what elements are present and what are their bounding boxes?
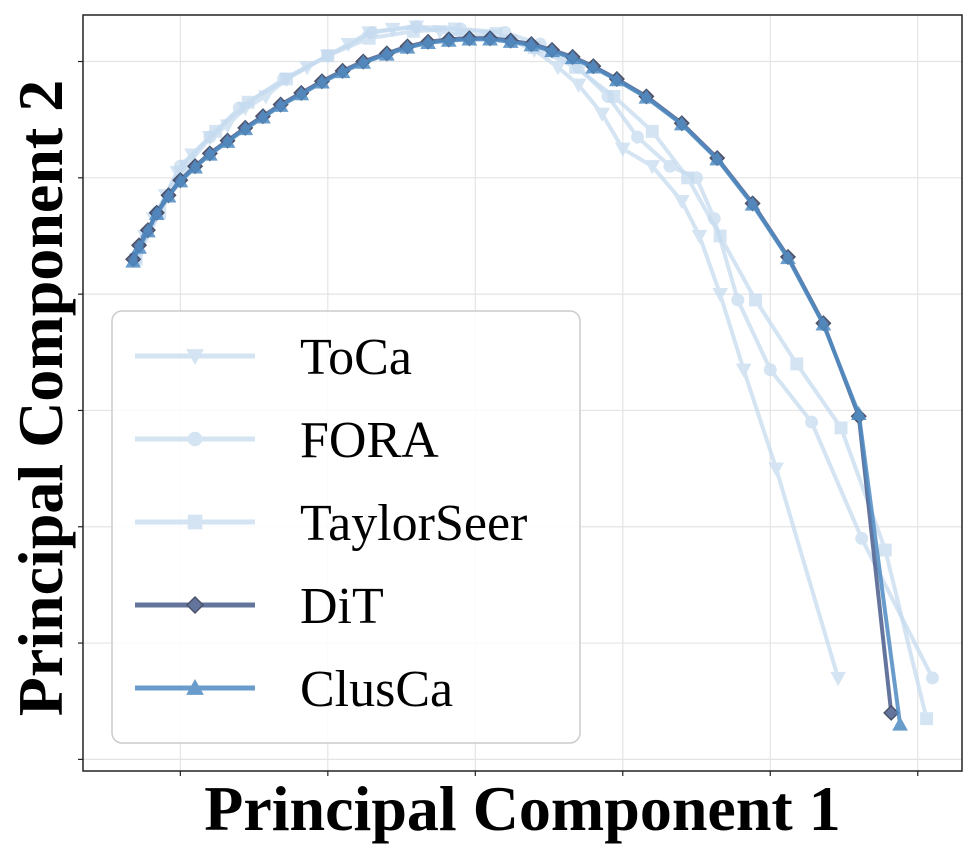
- data-point-toca: [644, 160, 661, 175]
- data-point-taylorseer: [607, 89, 621, 103]
- series-clusca: [125, 31, 908, 731]
- data-point-dit: [883, 704, 900, 721]
- data-point-taylorseer: [713, 229, 727, 243]
- data-point-clusca: [609, 72, 625, 87]
- data-point-taylorseer: [878, 543, 892, 557]
- data-point-fora: [926, 671, 939, 685]
- data-point-fora: [631, 130, 644, 144]
- data-point-clusca: [334, 63, 351, 79]
- data-point-clusca: [148, 205, 165, 220]
- data-point-toca: [594, 107, 610, 122]
- data-point-clusca: [892, 716, 908, 731]
- data-point-clusca: [314, 74, 330, 89]
- legend: ToCa FORA TaylorSeer DiT ClusCa: [111, 310, 581, 744]
- data-point-clusca: [461, 31, 478, 46]
- legend-marker-toca: [186, 349, 204, 366]
- legend-label-fora: FORA: [300, 412, 439, 469]
- data-point-taylorseer: [834, 421, 848, 435]
- data-point-taylorseer: [280, 72, 293, 86]
- legend-marker-clusca: [186, 678, 204, 695]
- y-axis-label: Principal Component 2: [5, 80, 76, 716]
- data-point-fora: [855, 531, 869, 545]
- data-point-clusca: [744, 196, 761, 211]
- data-point-fora: [763, 363, 777, 377]
- data-point-clusca: [440, 32, 457, 47]
- data-point-toca: [712, 288, 728, 303]
- data-point-clusca: [523, 37, 540, 52]
- data-point-taylorseer: [749, 293, 762, 307]
- data-point-clusca: [131, 239, 147, 254]
- legend-marker-dit: [185, 595, 205, 615]
- legend-marker-fora: [187, 431, 203, 447]
- data-point-clusca: [399, 39, 416, 54]
- data-point-clusca: [420, 34, 436, 50]
- data-point-clusca: [140, 223, 156, 238]
- series-layer: [125, 20, 939, 731]
- data-point-taylorseer: [241, 95, 255, 109]
- data-point-toca: [550, 61, 566, 76]
- series-taylorseer: [129, 22, 934, 726]
- legend-label-taylorseer: TaylorSeer: [300, 495, 527, 552]
- data-point-toca: [830, 671, 846, 686]
- data-point-taylorseer: [681, 171, 695, 185]
- data-point-clusca: [780, 250, 796, 265]
- data-point-clusca: [482, 31, 498, 46]
- data-point-clusca: [272, 97, 289, 112]
- data-point-taylorseer: [321, 49, 335, 63]
- data-point-taylorseer: [406, 24, 420, 38]
- data-point-taylorseer: [920, 712, 934, 726]
- data-point-toca: [691, 229, 708, 245]
- data-point-clusca: [187, 159, 203, 174]
- legend-label-clusca: ClusCa: [300, 661, 453, 718]
- data-point-taylorseer: [209, 124, 223, 138]
- data-point-fora: [805, 415, 819, 429]
- data-point-clusca: [673, 116, 690, 131]
- legend-item-toca: [135, 349, 255, 366]
- legend-item-fora: [135, 431, 255, 447]
- data-point-clusca: [709, 151, 726, 166]
- legend-marker-taylorseer: [187, 514, 203, 530]
- data-point-clusca: [172, 173, 189, 188]
- data-point-fora: [663, 159, 677, 173]
- data-point-clusca: [850, 405, 867, 421]
- axes-frame: [82, 14, 963, 772]
- data-point-taylorseer: [645, 124, 659, 138]
- data-point-clusca: [219, 133, 236, 148]
- data-point-clusca: [564, 50, 581, 65]
- data-point-clusca: [544, 43, 560, 58]
- data-point-clusca: [638, 89, 655, 104]
- legend-item-dit: [135, 595, 255, 615]
- data-point-clusca: [293, 86, 310, 101]
- data-point-fora: [731, 293, 745, 307]
- legend-label-toca: ToCa: [300, 329, 412, 386]
- data-point-clusca: [201, 146, 218, 161]
- data-point-clusca: [125, 253, 141, 268]
- legend-item-taylorseer: [135, 514, 255, 530]
- data-point-clusca: [255, 109, 271, 124]
- data-point-clusca: [378, 46, 395, 61]
- data-point-clusca: [815, 316, 832, 331]
- data-point-clusca: [502, 33, 519, 48]
- data-point-clusca: [355, 54, 372, 69]
- x-axis-label: Principal Component 1: [204, 773, 840, 844]
- data-point-taylorseer: [362, 31, 376, 45]
- data-point-toca: [673, 194, 690, 210]
- data-point-toca: [570, 78, 587, 93]
- legend-label-dit: DiT: [300, 578, 384, 635]
- data-point-clusca: [160, 188, 177, 203]
- data-point-clusca: [237, 120, 254, 136]
- data-point-toca: [768, 462, 785, 477]
- data-point-toca: [614, 142, 631, 157]
- data-point-taylorseer: [448, 22, 462, 36]
- data-point-taylorseer: [790, 357, 804, 371]
- legend-item-clusca: [135, 678, 255, 695]
- data-point-toca: [735, 363, 752, 378]
- legend-box: [111, 310, 581, 744]
- data-point-clusca: [585, 59, 602, 74]
